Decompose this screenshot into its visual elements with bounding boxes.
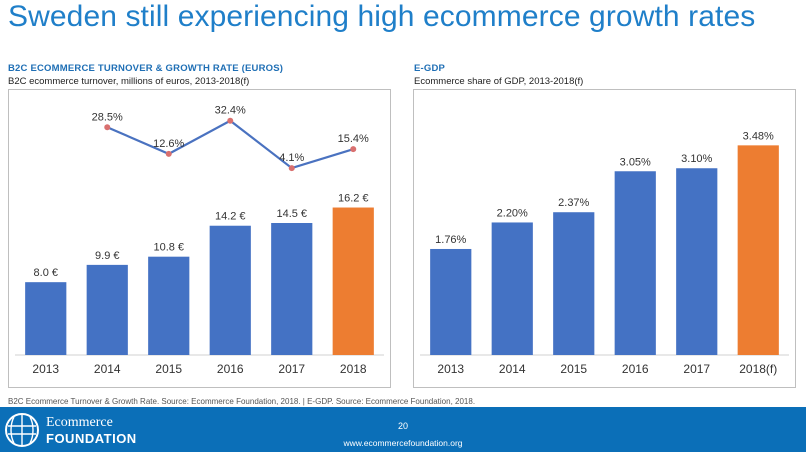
x-tick-label: 2018: [340, 362, 367, 376]
bar: [491, 222, 533, 355]
bar-value-label: 14.2 €: [215, 211, 246, 223]
footer-url[interactable]: www.ecommercefoundation.org: [343, 438, 463, 448]
x-tick-label: 2014: [94, 362, 121, 376]
page-title: Sweden still experiencing high ecommerce…: [8, 0, 756, 33]
right-panel-header: E-GDP Ecommerce share of GDP, 2013-2018(…: [414, 63, 583, 87]
globe-cart-icon: [5, 413, 39, 447]
page-number: 20: [397, 421, 408, 431]
growth-value-label: 32.4%: [215, 105, 246, 117]
bar: [25, 282, 67, 355]
source-footnote: B2C Ecommerce Turnover & Growth Rate. So…: [8, 397, 476, 406]
logo-line-1: Ecommerce: [46, 415, 113, 430]
growth-point: [165, 150, 172, 157]
right-panel-subheading: Ecommerce share of GDP, 2013-2018(f): [414, 76, 584, 87]
bar: [430, 248, 472, 355]
growth-point: [288, 165, 295, 172]
logo-line-2: FOUNDATION: [46, 431, 137, 446]
growth-point: [227, 117, 234, 124]
bar: [148, 256, 190, 355]
bar-value-label: 8.0 €: [34, 267, 58, 279]
bar: [614, 171, 656, 355]
turnover-growth-chart: 8.0 € 2013 9.9 € 2014 10.8 € 2015 14.2 € 2016 14…: [15, 105, 384, 376]
x-tick-label: 2017: [683, 362, 710, 376]
growth-value-label: 4.1%: [279, 152, 304, 164]
bar-value-label: 2.20%: [497, 207, 528, 219]
left-panel-subheading: B2C ecommerce turnover, millions of euro…: [8, 76, 250, 87]
x-tick-label: 2014: [499, 362, 526, 376]
bar: [676, 168, 718, 355]
bar-value-label: 9.9 €: [95, 250, 119, 262]
footer-bar: Ecommerce FOUNDATION 20 www.ecommercefou…: [0, 407, 806, 452]
left-panel-header: B2C ECOMMERCE TURNOVER & GROWTH RATE (EU…: [8, 63, 283, 87]
x-tick-label: 2013: [32, 362, 59, 376]
x-tick-label: 2018(f): [739, 362, 777, 376]
bar-value-label: 10.8 €: [153, 242, 184, 254]
bar: [86, 264, 128, 355]
x-tick-label: 2016: [622, 362, 649, 376]
right-panel-heading: E-GDP: [414, 63, 446, 74]
bar-value-label: 14.5 €: [276, 208, 307, 220]
bar-value-label: 2.37%: [558, 197, 589, 209]
egdp-chart: 1.76% 2013 2.20% 2014 2.37% 2015 3.05% 2016 3.10…: [420, 130, 789, 376]
growth-value-label: 28.5%: [92, 111, 123, 123]
growth-point: [104, 124, 111, 131]
x-tick-label: 2015: [155, 362, 182, 376]
egdp-chart-frame: 1.76% 2013 2.20% 2014 2.37% 2015 3.05% 2016 3.10…: [413, 89, 796, 388]
x-tick-label: 2016: [217, 362, 244, 376]
turnover-chart-frame: 8.0 € 2013 9.9 € 2014 10.8 € 2015 14.2 € 2016 14…: [8, 89, 391, 388]
bar: [271, 223, 313, 355]
growth-point: [350, 146, 357, 153]
bar-value-label: 3.10%: [681, 153, 712, 165]
bar: [209, 225, 251, 355]
bar: [553, 212, 595, 355]
growth-value-label: 15.4%: [338, 133, 369, 145]
bar-value-label: 16.2 €: [338, 193, 369, 205]
bar-value-label: 1.76%: [435, 234, 466, 246]
bar: [737, 145, 779, 355]
bar-value-label: 3.48%: [743, 130, 774, 142]
bar: [332, 207, 374, 355]
left-panel-heading: B2C ECOMMERCE TURNOVER & GROWTH RATE (EU…: [8, 63, 284, 74]
bar-value-label: 3.05%: [620, 156, 651, 168]
x-tick-label: 2015: [560, 362, 587, 376]
x-tick-label: 2013: [437, 362, 464, 376]
x-tick-label: 2017: [278, 362, 305, 376]
ecommerce-foundation-logo: Ecommerce FOUNDATION: [4, 412, 154, 448]
growth-line: [106, 119, 354, 170]
growth-value-label: 12.6%: [153, 138, 184, 150]
